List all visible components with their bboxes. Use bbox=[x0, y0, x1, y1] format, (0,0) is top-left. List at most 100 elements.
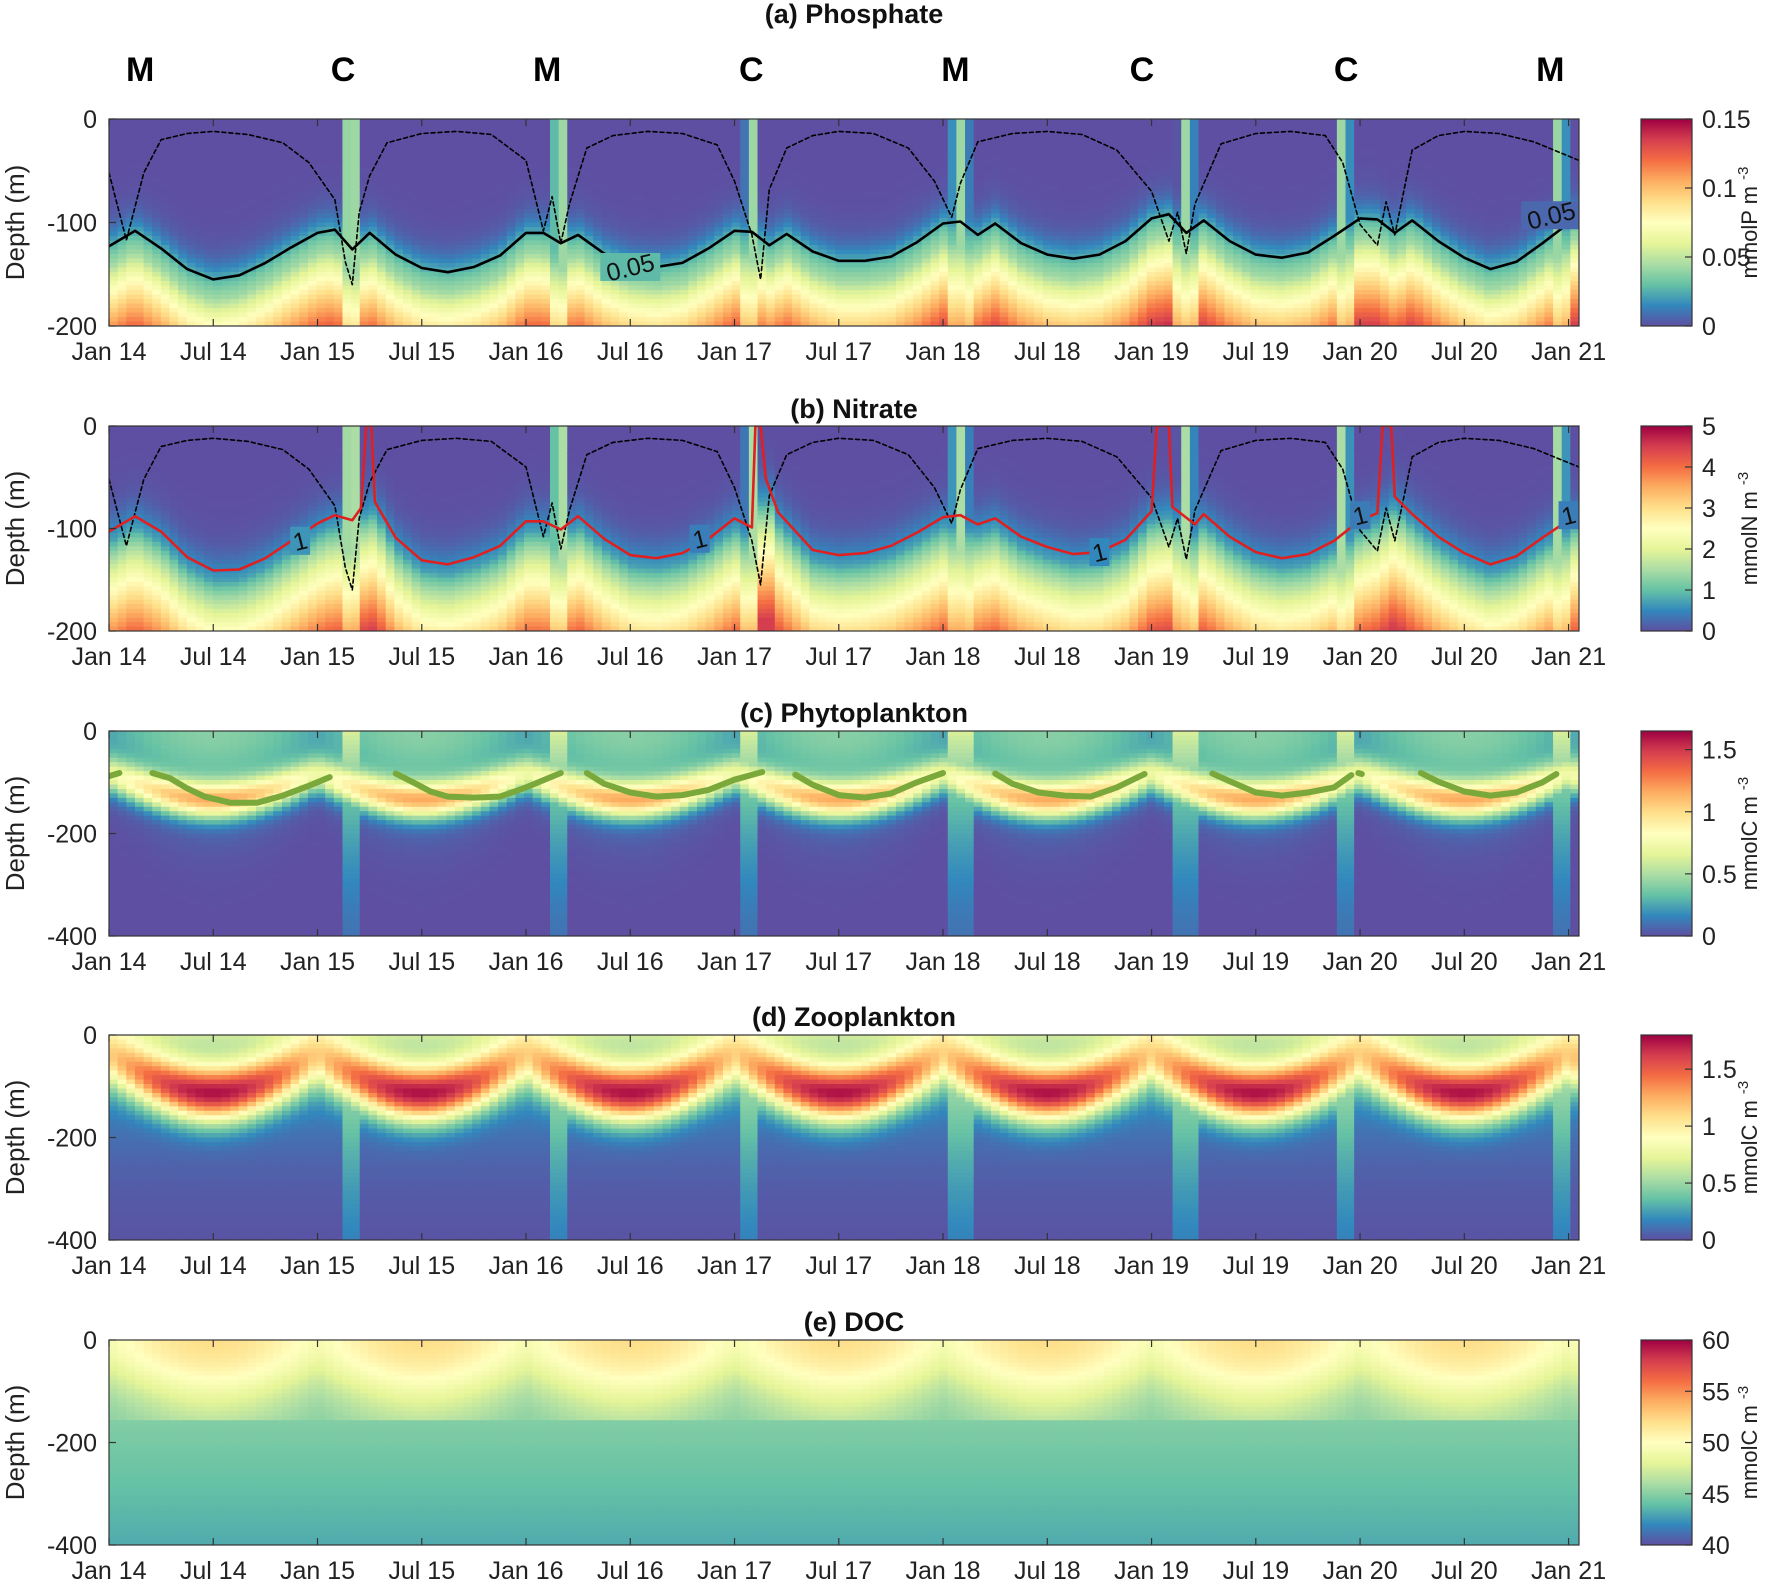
heatmap-cell bbox=[342, 204, 352, 210]
heatmap-cell bbox=[342, 222, 352, 228]
heatmap-cell bbox=[575, 267, 586, 273]
heatmap-cell bbox=[515, 258, 525, 264]
heatmap-cell bbox=[307, 191, 318, 197]
heatmap-cell bbox=[800, 249, 811, 255]
heatmap-cell bbox=[472, 182, 482, 188]
heatmap-cell bbox=[913, 281, 923, 287]
heatmap-cell bbox=[428, 132, 439, 138]
heatmap-cell bbox=[748, 249, 759, 255]
heatmap-cell bbox=[740, 281, 750, 287]
heatmap-cell bbox=[290, 240, 300, 246]
heatmap-cell bbox=[230, 164, 240, 170]
heatmap-cell bbox=[195, 213, 205, 219]
heatmap-cell bbox=[973, 294, 983, 300]
heatmap-cell bbox=[757, 218, 767, 224]
heatmap-cell bbox=[333, 321, 344, 326]
heatmap-cell bbox=[913, 249, 923, 255]
heatmap-cell bbox=[697, 303, 707, 309]
heatmap-cell bbox=[575, 290, 586, 296]
heatmap-cell bbox=[982, 186, 992, 192]
heatmap-cell bbox=[1016, 191, 1027, 197]
heatmap-cell bbox=[757, 321, 767, 326]
heatmap-cell bbox=[437, 164, 447, 170]
heatmap-cell bbox=[273, 299, 283, 305]
heatmap-cell bbox=[757, 249, 767, 255]
heatmap-cell bbox=[558, 222, 568, 228]
heatmap-cell bbox=[584, 299, 594, 305]
heatmap-cell bbox=[541, 263, 551, 269]
heatmap-cell bbox=[160, 132, 171, 138]
heatmap-cell bbox=[740, 222, 750, 228]
heatmap-cell bbox=[558, 213, 568, 219]
heatmap-cell bbox=[403, 128, 413, 134]
heatmap-cell bbox=[679, 155, 689, 161]
heatmap-cell bbox=[714, 141, 724, 147]
heatmap-cell bbox=[792, 245, 802, 251]
heatmap-cell bbox=[584, 290, 594, 296]
heatmap-cell bbox=[351, 146, 361, 152]
heatmap-cell bbox=[679, 285, 689, 291]
heatmap-cell bbox=[446, 281, 456, 287]
heatmap-cell bbox=[437, 303, 447, 309]
heatmap-cell bbox=[506, 321, 517, 326]
heatmap-cell bbox=[238, 168, 248, 174]
heatmap-cell bbox=[333, 195, 344, 201]
heatmap-cell bbox=[869, 204, 880, 210]
heatmap-cell bbox=[152, 146, 162, 152]
heatmap-cell bbox=[783, 312, 793, 318]
heatmap-cell bbox=[420, 195, 430, 201]
heatmap-cell bbox=[861, 141, 871, 147]
heatmap-cell bbox=[999, 236, 1009, 242]
heatmap-cell bbox=[956, 128, 966, 134]
heatmap-cell bbox=[524, 272, 534, 278]
heatmap-cell bbox=[878, 119, 888, 125]
heatmap-cell bbox=[757, 123, 767, 129]
heatmap-cell bbox=[230, 276, 240, 282]
heatmap-cell bbox=[506, 245, 517, 251]
heatmap-cell bbox=[420, 128, 430, 134]
heatmap-cell bbox=[281, 119, 292, 125]
heatmap-cell bbox=[939, 173, 949, 179]
heatmap-cell bbox=[437, 213, 447, 219]
heatmap-cell bbox=[913, 258, 923, 264]
heatmap-cell bbox=[498, 303, 508, 309]
heatmap-cell bbox=[939, 285, 949, 291]
heatmap-cell bbox=[783, 164, 793, 170]
heatmap-cell bbox=[714, 290, 724, 296]
heatmap-cell bbox=[731, 141, 741, 147]
heatmap-cell bbox=[134, 173, 145, 179]
heatmap-cell bbox=[256, 137, 266, 143]
heatmap-cell bbox=[861, 222, 871, 228]
heatmap-cell bbox=[109, 258, 119, 264]
heatmap-cell bbox=[627, 191, 638, 197]
heatmap-cell bbox=[584, 186, 594, 192]
heatmap-cell bbox=[264, 173, 274, 179]
heatmap-cell bbox=[904, 276, 914, 282]
heatmap-cell bbox=[645, 155, 655, 161]
heatmap-cell bbox=[204, 146, 214, 152]
heatmap-cell bbox=[697, 290, 707, 296]
heatmap-cell bbox=[169, 312, 179, 318]
heatmap-cell bbox=[550, 168, 560, 174]
heatmap-cell bbox=[299, 218, 309, 224]
heatmap-cell bbox=[584, 222, 594, 228]
heatmap-cell bbox=[463, 321, 473, 326]
heatmap-cell bbox=[645, 281, 655, 287]
heatmap-cell bbox=[160, 186, 171, 192]
heatmap-cell bbox=[921, 186, 932, 192]
heatmap-cell bbox=[273, 177, 283, 183]
heatmap-cell bbox=[169, 128, 179, 134]
heatmap-cell bbox=[437, 231, 447, 237]
heatmap-cell bbox=[472, 200, 482, 206]
heatmap-cell bbox=[783, 236, 793, 242]
heatmap-cell bbox=[861, 290, 871, 296]
heatmap-cell bbox=[377, 299, 387, 305]
heatmap-cell bbox=[221, 321, 231, 326]
heatmap-cell bbox=[247, 312, 257, 318]
heatmap-cell bbox=[645, 294, 655, 300]
heatmap-cell bbox=[489, 249, 499, 255]
heatmap-cell bbox=[645, 195, 655, 201]
heatmap-cell bbox=[714, 281, 724, 287]
heatmap-cell bbox=[238, 119, 248, 125]
heatmap-cell bbox=[178, 218, 188, 224]
